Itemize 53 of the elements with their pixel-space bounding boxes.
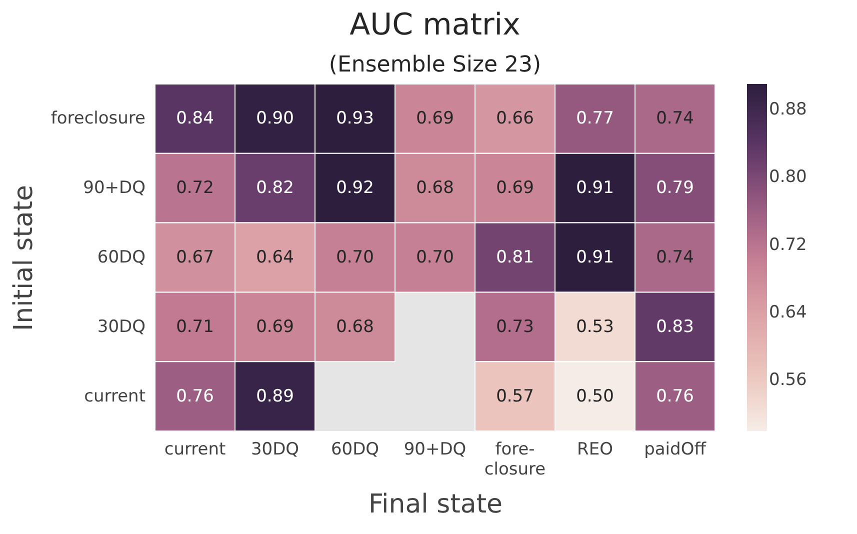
data-label: 0.82 [256,178,294,198]
data-label: 0.91 [576,178,614,198]
data-label: 0.72 [176,178,214,198]
data-label: 0.90 [256,108,294,129]
data-label: 0.57 [496,386,534,406]
y-tick-label: current [84,386,146,406]
color-bar-label: 0.64 [769,302,807,323]
data-label: 0.70 [336,248,374,268]
color-bar-label: 0.72 [769,234,807,255]
data-label: 0.69 [416,108,454,129]
data-label: 0.69 [256,316,294,337]
color-bar-label: 0.56 [769,370,807,390]
data-label: 0.69 [496,178,534,198]
y-tick-label: 90+DQ [83,178,146,198]
x-tick-label: current [164,440,226,460]
data-label: 0.50 [576,386,614,406]
data-label: 0.71 [176,316,214,337]
data-label: 0.84 [176,108,214,129]
data-label: 0.70 [416,248,454,268]
color-bar-label: 0.80 [769,167,807,188]
data-label: 0.89 [256,386,294,406]
data-label: 0.83 [656,316,694,337]
data-label: 0.68 [416,178,454,198]
y-axis-title: Initial state [8,184,39,332]
x-tick-label: REO [577,440,613,460]
data-label: 0.81 [496,248,534,268]
x-axis-title: Final state [368,490,503,520]
data-label: 0.76 [176,386,214,406]
data-label: 0.76 [656,386,694,406]
data-label: 0.73 [496,316,534,337]
data-label: 0.66 [496,108,534,129]
data-label: 0.79 [656,178,694,198]
y-tick-label: foreclosure [50,108,146,129]
chart-subtitle: (Ensemble Size 23) [328,52,542,78]
x-tick-label: 90+DQ [404,440,466,460]
y-tick-label: 60DQ [97,248,146,268]
data-label: 0.67 [176,248,214,268]
data-label: 0.64 [256,248,294,268]
x-tick-label: 30DQ [250,440,300,460]
x-tick-label: 60DQ [330,440,380,460]
data-label: 0.68 [336,316,374,337]
data-label: 0.77 [576,108,614,129]
x-tick-label: paidOff [644,440,708,460]
data-label: 0.53 [576,316,614,337]
data-label: 0.92 [336,178,374,198]
data-label: 0.74 [656,108,694,129]
chart-title: AUC matrix [350,8,520,42]
x-tick-label: fore- closure [484,440,546,480]
data-label: 0.74 [656,248,694,268]
data-label: 0.91 [576,248,614,268]
y-tick-label: 30DQ [97,316,146,337]
color-bar-label: 0.88 [769,99,807,120]
data-label: 0.93 [336,108,374,129]
